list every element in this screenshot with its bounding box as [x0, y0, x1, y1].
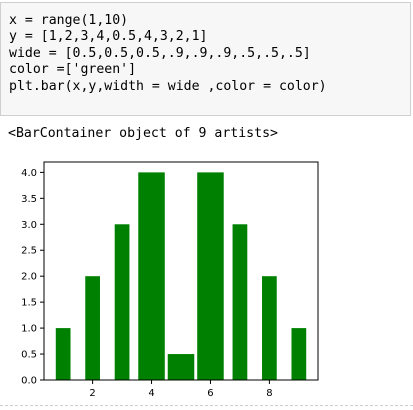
bar-9	[291, 328, 307, 380]
y-tick-label: 2.0	[21, 272, 37, 283]
bar-7	[232, 224, 248, 380]
code-line-3: wide = [0.5,0.5,0.5,.9,.9,.9,.5,.5,.5]	[9, 46, 311, 61]
cell-bottom-rule	[0, 405, 413, 406]
x-tick-label: 4	[148, 388, 154, 399]
bar-8	[262, 276, 277, 380]
y-tick-label: 1.0	[21, 324, 37, 335]
code-line-4: color =['green']	[9, 62, 137, 77]
y-tick-label: 2.5	[21, 246, 37, 257]
bar-2	[85, 276, 100, 380]
x-tick-label: 8	[266, 388, 272, 399]
x-tick-label: 2	[89, 388, 95, 399]
code-line-1: x = range(1,10)	[9, 13, 129, 28]
y-tick-label: 0.5	[21, 350, 37, 361]
y-tick-label: 3.0	[21, 220, 37, 231]
bar-1	[55, 328, 71, 380]
code-cell[interactable]: x = range(1,10) y = [1,2,3,4,0.5,4,3,2,1…	[0, 2, 411, 116]
bar-chart: 0.0 0.5 1.0 1.5 2.0 2.5 3.0 3.5 4.0 2 4 6 8	[21, 161, 319, 399]
bar-6	[197, 172, 224, 380]
y-tick-label: 4.0	[21, 168, 37, 179]
code-line-2: y = [1,2,3,4,0.5,4,3,2,1]	[9, 29, 208, 44]
y-tick-label: 3.5	[21, 194, 37, 205]
output-text: <BarContainer object of 9 artists>	[8, 126, 278, 141]
bar-4	[138, 172, 165, 380]
y-tick-label: 0.0	[21, 376, 37, 387]
plot-frame	[43, 161, 319, 381]
x-tick-label: 6	[207, 388, 213, 399]
bar-5	[167, 354, 195, 380]
code-line-5: plt.bar(x,y,width = wide ,color = color)	[9, 79, 327, 94]
y-tick-label: 1.5	[21, 298, 37, 309]
bar-3	[114, 224, 130, 380]
